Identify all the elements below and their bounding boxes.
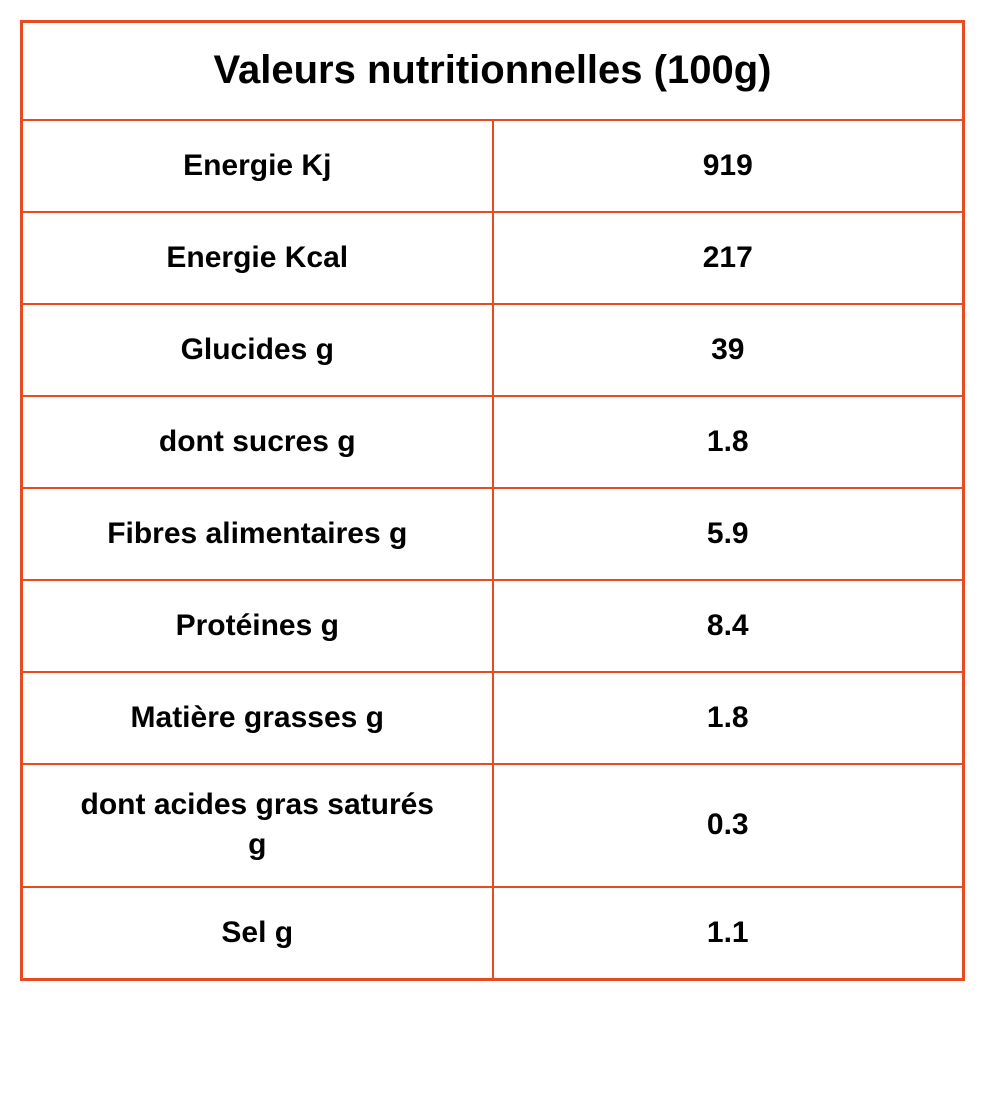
nutrient-label: Energie Kj <box>22 120 493 212</box>
nutrient-value: 1.8 <box>493 672 964 764</box>
table-header-row: Valeurs nutritionnelles (100g) <box>22 22 964 120</box>
table-row: Energie Kcal 217 <box>22 212 964 304</box>
nutrient-label: Energie Kcal <box>22 212 493 304</box>
nutrient-label: Sel g <box>22 887 493 980</box>
nutrient-value: 39 <box>493 304 964 396</box>
nutrient-value: 5.9 <box>493 488 964 580</box>
table-title: Valeurs nutritionnelles (100g) <box>22 22 964 120</box>
table-row: Glucides g 39 <box>22 304 964 396</box>
table-row: Matière grasses g 1.8 <box>22 672 964 764</box>
table-row: Fibres alimentaires g 5.9 <box>22 488 964 580</box>
nutrient-value: 1.8 <box>493 396 964 488</box>
nutrient-label: dont sucres g <box>22 396 493 488</box>
nutrient-value: 217 <box>493 212 964 304</box>
nutrient-label: Fibres alimentaires g <box>22 488 493 580</box>
nutrient-label: dont acides gras saturés g <box>22 764 493 887</box>
nutrition-table: Valeurs nutritionnelles (100g) Energie K… <box>20 20 965 981</box>
nutrient-value: 0.3 <box>493 764 964 887</box>
table-row: dont sucres g 1.8 <box>22 396 964 488</box>
nutrient-value: 919 <box>493 120 964 212</box>
table-row: Sel g 1.1 <box>22 887 964 980</box>
table-row: Protéines g 8.4 <box>22 580 964 672</box>
nutrient-label: Glucides g <box>22 304 493 396</box>
table-row: dont acides gras saturés g 0.3 <box>22 764 964 887</box>
nutrient-label: Matière grasses g <box>22 672 493 764</box>
nutrient-value: 1.1 <box>493 887 964 980</box>
table-row: Energie Kj 919 <box>22 120 964 212</box>
nutrient-label: Protéines g <box>22 580 493 672</box>
nutrient-value: 8.4 <box>493 580 964 672</box>
